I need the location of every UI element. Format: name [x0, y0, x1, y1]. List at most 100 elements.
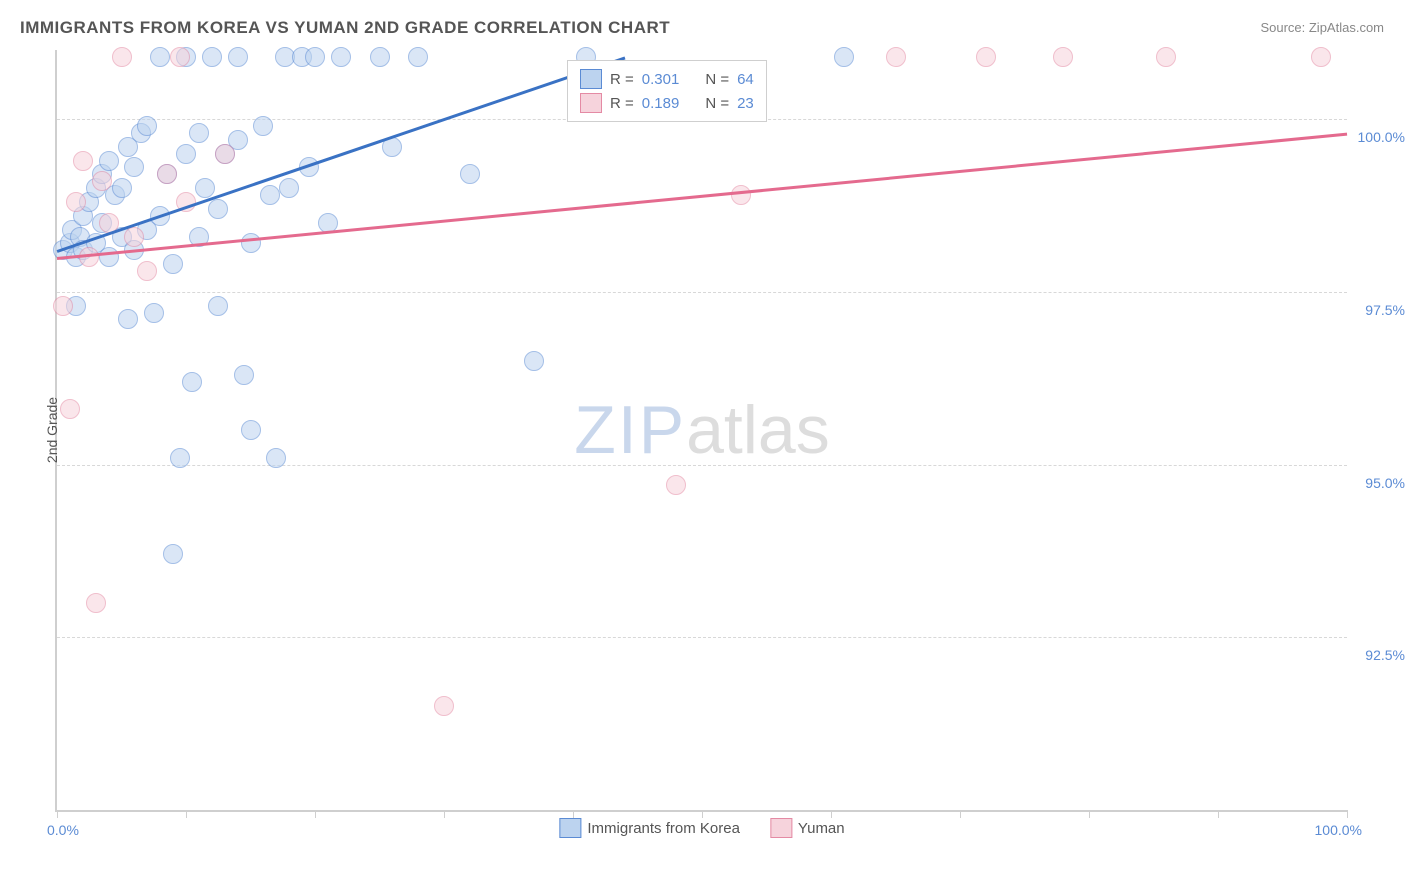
data-point-korea	[170, 448, 190, 468]
trendline-korea	[57, 57, 625, 253]
data-point-yuman	[1156, 47, 1176, 67]
data-point-korea	[266, 448, 286, 468]
stats-r-label-yuman: R =	[610, 95, 634, 112]
data-point-korea	[228, 47, 248, 67]
data-point-yuman	[434, 696, 454, 716]
x-axis-min-label: 0.0%	[47, 822, 79, 838]
stats-r-value-korea: 0.301	[642, 71, 680, 88]
data-point-yuman	[53, 296, 73, 316]
data-point-korea	[241, 420, 261, 440]
stats-n-label-korea: N =	[705, 71, 729, 88]
x-tick	[960, 810, 961, 818]
data-point-yuman	[112, 47, 132, 67]
data-point-korea	[182, 372, 202, 392]
legend-item-korea: Immigrants from Korea	[559, 818, 740, 838]
data-point-korea	[163, 544, 183, 564]
data-point-yuman	[170, 47, 190, 67]
x-tick	[831, 810, 832, 818]
watermark: ZIPatlas	[574, 391, 829, 469]
data-point-korea	[260, 185, 280, 205]
data-point-yuman	[124, 227, 144, 247]
data-point-korea	[834, 47, 854, 67]
plot-area: 2nd Grade ZIPatlas 0.0% 100.0% Immigrant…	[55, 50, 1347, 812]
x-tick	[315, 810, 316, 818]
watermark-zip: ZIP	[574, 392, 686, 468]
stats-swatch-yuman	[580, 93, 602, 113]
data-point-yuman	[1311, 47, 1331, 67]
data-point-korea	[124, 157, 144, 177]
stats-swatch-korea	[580, 69, 602, 89]
legend-swatch-korea	[559, 818, 581, 838]
gridline	[57, 637, 1347, 638]
data-point-korea	[202, 47, 222, 67]
x-axis-max-label: 100.0%	[1315, 822, 1362, 838]
data-point-yuman	[731, 185, 751, 205]
legend-swatch-yuman	[770, 818, 792, 838]
gridline	[57, 465, 1347, 466]
data-point-korea	[253, 116, 273, 136]
x-tick	[1089, 810, 1090, 818]
y-tick-label: 92.5%	[1353, 647, 1405, 663]
data-point-yuman	[73, 151, 93, 171]
source-attribution: Source: ZipAtlas.com	[1260, 20, 1384, 35]
x-tick	[702, 810, 703, 818]
data-point-yuman	[137, 261, 157, 281]
data-point-yuman	[666, 475, 686, 495]
legend-label-yuman: Yuman	[798, 820, 845, 837]
data-point-korea	[208, 199, 228, 219]
chart-title: IMMIGRANTS FROM KOREA VS YUMAN 2ND GRADE…	[20, 18, 670, 38]
stats-legend-box: R = 0.301 N = 64 R = 0.189 N = 23	[567, 60, 767, 122]
data-point-korea	[370, 47, 390, 67]
y-tick-label: 100.0%	[1353, 129, 1405, 145]
data-point-korea	[241, 233, 261, 253]
data-point-yuman	[60, 399, 80, 419]
chart-container: IMMIGRANTS FROM KOREA VS YUMAN 2ND GRADE…	[0, 0, 1406, 892]
x-tick	[186, 810, 187, 818]
trendline-yuman	[57, 133, 1347, 260]
y-tick-label: 95.0%	[1353, 475, 1405, 491]
data-point-yuman	[66, 192, 86, 212]
data-point-korea	[408, 47, 428, 67]
legend-label-korea: Immigrants from Korea	[587, 820, 740, 837]
stats-n-label-yuman: N =	[705, 95, 729, 112]
data-point-korea	[234, 365, 254, 385]
data-point-yuman	[215, 144, 235, 164]
gridline	[57, 292, 1347, 293]
bottom-legend: Immigrants from Korea Yuman	[559, 818, 844, 838]
stats-row-korea: R = 0.301 N = 64	[580, 67, 754, 91]
data-point-korea	[163, 254, 183, 274]
data-point-korea	[189, 123, 209, 143]
stats-r-label-korea: R =	[610, 71, 634, 88]
y-axis-label: 2nd Grade	[44, 397, 60, 463]
stats-r-value-yuman: 0.189	[642, 95, 680, 112]
data-point-yuman	[79, 247, 99, 267]
y-tick-label: 97.5%	[1353, 302, 1405, 318]
data-point-korea	[331, 47, 351, 67]
data-point-yuman	[976, 47, 996, 67]
data-point-korea	[144, 303, 164, 323]
x-tick	[1218, 810, 1219, 818]
data-point-korea	[195, 178, 215, 198]
data-point-korea	[112, 178, 132, 198]
data-point-yuman	[886, 47, 906, 67]
data-point-korea	[118, 309, 138, 329]
x-tick	[57, 810, 58, 818]
data-point-korea	[176, 144, 196, 164]
watermark-atlas: atlas	[686, 392, 830, 468]
data-point-korea	[279, 178, 299, 198]
x-tick	[1347, 810, 1348, 818]
data-point-yuman	[86, 593, 106, 613]
x-tick	[444, 810, 445, 818]
legend-item-yuman: Yuman	[770, 818, 845, 838]
data-point-korea	[150, 47, 170, 67]
data-point-korea	[208, 296, 228, 316]
data-point-yuman	[1053, 47, 1073, 67]
data-point-korea	[99, 151, 119, 171]
stats-n-value-yuman: 23	[737, 95, 754, 112]
data-point-yuman	[157, 164, 177, 184]
data-point-korea	[137, 116, 157, 136]
data-point-korea	[460, 164, 480, 184]
data-point-korea	[305, 47, 325, 67]
x-tick	[573, 810, 574, 818]
stats-n-value-korea: 64	[737, 71, 754, 88]
